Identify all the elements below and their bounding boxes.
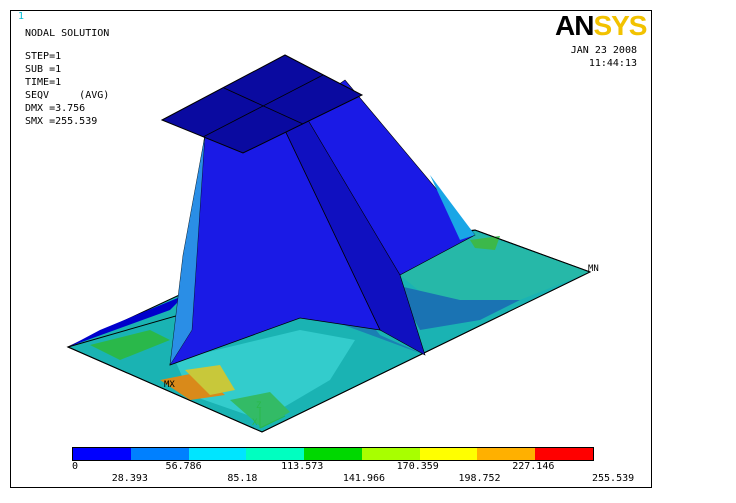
column-left-strip: [169, 134, 206, 366]
solution-info: NODAL SOLUTION STEP=1 SUB =1 TIME=1 SEQV…: [25, 27, 109, 128]
legend-top-label: 56.786: [165, 461, 202, 472]
triad-x-axis: [259, 415, 286, 429]
legend-color-band: [535, 448, 594, 460]
ansys-logo: ANSYS: [555, 10, 647, 42]
plot-title: NODAL SOLUTION: [25, 28, 110, 39]
legend-top-label: 227.146: [512, 461, 555, 472]
time-label: TIME=1: [25, 77, 62, 88]
legend-color-band: [304, 448, 362, 460]
window-number: 1: [18, 11, 25, 22]
contour-patch-front-cyan: [175, 330, 355, 420]
legend-bottom-label: 255.539: [592, 473, 635, 484]
legend-color-band: [477, 448, 536, 460]
legend-color-band: [188, 448, 247, 460]
smx-label: SMX =255.539: [25, 116, 98, 127]
column-right-face-cyan: [430, 175, 475, 240]
legend-top-label: 113.573: [281, 461, 324, 472]
date-label: JAN 23 2008: [570, 45, 637, 56]
contour-patch-mx-yellow: [185, 365, 235, 395]
top-plate: [160, 54, 364, 154]
triad-x-label: X: [252, 418, 258, 428]
legend-top-label: 0: [72, 461, 79, 472]
contour-patch-right-dark: [395, 285, 520, 330]
legend-bottom-label: 28.393: [111, 473, 148, 484]
contour-legend-bar: [72, 447, 594, 461]
logo-suffix: SYS: [593, 10, 647, 41]
timestamp: JAN 23 2008 11:44:13: [559, 44, 637, 70]
triad-z-label: Z: [256, 401, 262, 411]
top-plate-seam-2: [223, 87, 304, 125]
logo-prefix: AN: [555, 10, 594, 41]
contour-patch-left-green: [90, 330, 170, 360]
legend-bottom-label: 85.18: [227, 473, 258, 484]
legend-top-label: 170.359: [396, 461, 439, 472]
sub-label: SUB =1: [25, 64, 62, 75]
legend-color-band: [246, 448, 305, 460]
step-label: STEP=1: [25, 51, 62, 62]
contour-patch-green-back: [470, 236, 500, 250]
legend-color-band: [73, 448, 131, 460]
dmx-label: DMX =3.756: [25, 103, 86, 114]
legend-bottom-label: 198.752: [458, 473, 501, 484]
contour-patch-left-blue: [68, 295, 185, 347]
legend-color-band: [130, 448, 189, 460]
max-marker: MX: [164, 380, 175, 390]
legend-color-band: [361, 448, 420, 460]
min-marker: MN: [588, 264, 599, 274]
legend-bottom-label: 141.966: [342, 473, 386, 484]
time-label: 11:44:13: [588, 58, 637, 69]
seqv-label: SEQV (AVG): [25, 90, 110, 101]
legend-color-band: [419, 448, 478, 460]
